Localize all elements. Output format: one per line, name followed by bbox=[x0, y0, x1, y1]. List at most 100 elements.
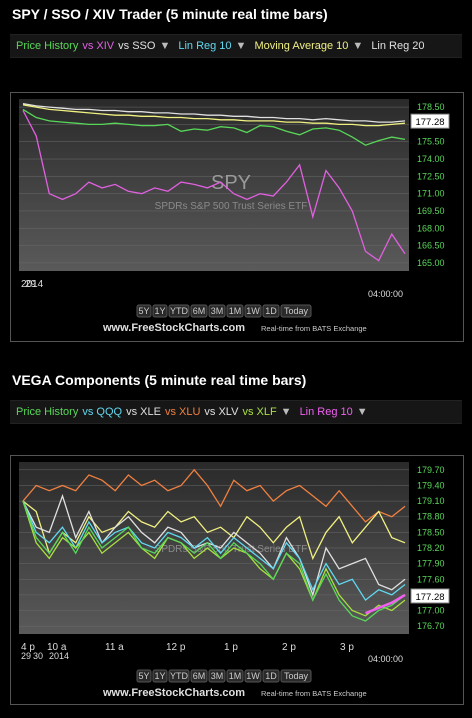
x-sub-label: 2014 bbox=[49, 651, 69, 661]
legend-item[interactable]: vs XLE bbox=[126, 406, 161, 418]
legend-item[interactable]: vs QQQ bbox=[82, 406, 123, 418]
timeframe-label[interactable]: 1W bbox=[246, 306, 260, 316]
timeframe-label[interactable]: YTD bbox=[170, 671, 189, 681]
timeframe-button-1m[interactable]: 1M bbox=[226, 669, 244, 683]
x-tick-label: 29 bbox=[25, 279, 37, 290]
last-price-label: 177.28 bbox=[415, 117, 444, 128]
timeframe-button-today[interactable]: Today bbox=[280, 304, 312, 318]
timeframe-label[interactable]: 6M bbox=[193, 306, 206, 316]
x-tick-label: 11 a bbox=[105, 642, 124, 653]
watermark-symbol: SPY bbox=[211, 172, 251, 194]
timeframe-button-1m[interactable]: 1M bbox=[226, 304, 244, 318]
legend-item[interactable]: vs XLV bbox=[204, 406, 239, 418]
y-tick-label: 166.50 bbox=[417, 241, 445, 251]
y-tick-label: 178.20 bbox=[417, 543, 445, 553]
series-line-spy[interactable] bbox=[22, 108, 406, 146]
x-tick-label: 3 p bbox=[340, 642, 354, 653]
timeframe-button-1d[interactable]: 1D bbox=[262, 304, 280, 318]
legend-item[interactable]: vs XIV bbox=[82, 40, 115, 52]
chart1-svg[interactable]: 178.50177.00175.50174.00172.50171.00169.… bbox=[11, 93, 463, 341]
timeframe-button-1y[interactable]: 1Y bbox=[152, 304, 168, 318]
legend-item[interactable]: vs SSO bbox=[118, 40, 156, 52]
footer-note: Real-time from BATS Exchange bbox=[261, 689, 367, 698]
series-line-xlu[interactable] bbox=[22, 468, 406, 523]
chart1-title: SPY / SSO / XIV Trader (5 minute real ti… bbox=[12, 6, 328, 22]
legend-dropdown-icon[interactable]: ▼ bbox=[235, 40, 247, 52]
timeframe-button-ytd[interactable]: YTD bbox=[168, 669, 190, 683]
x-tick-label: 2014 bbox=[21, 279, 44, 290]
chart2-legend[interactable]: Price History vs QQQ vs XLE vs XLU vs XLV vs … bbox=[10, 400, 462, 424]
legend-item[interactable]: Price History bbox=[16, 406, 79, 418]
timeframe-button-3m[interactable]: 3M bbox=[208, 669, 226, 683]
timeframe-button-3m[interactable]: 3M bbox=[208, 304, 226, 318]
x-tick-label: 1 p bbox=[224, 642, 238, 653]
y-tick-label: 177.60 bbox=[417, 574, 445, 584]
series-line-xlv[interactable] bbox=[22, 500, 406, 561]
timeframe-button-5y[interactable]: 5Y bbox=[136, 669, 152, 683]
legend-dropdown-icon[interactable]: ▼ bbox=[280, 406, 292, 418]
series-line-xlf[interactable] bbox=[22, 500, 406, 617]
timeframe-label[interactable]: 1Y bbox=[154, 306, 165, 316]
timeframe-button-1d[interactable]: 1D bbox=[262, 669, 280, 683]
y-tick-label: 177.90 bbox=[417, 559, 445, 569]
timeframe-button-ytd[interactable]: YTD bbox=[168, 304, 190, 318]
timeframe-button-1w[interactable]: 1W bbox=[244, 669, 262, 683]
series-line-sso[interactable] bbox=[22, 102, 406, 123]
x-tick-label: 2 p bbox=[282, 642, 296, 653]
chart1-legend[interactable]: Price History vs XIV vs SSO ▼ Lin Reg 10 ▼ Mov… bbox=[10, 34, 462, 58]
timeframe-button-today[interactable]: Today bbox=[280, 669, 312, 683]
timeframe-button-6m[interactable]: 6M bbox=[190, 669, 208, 683]
legend-item[interactable]: Lin Reg 10 bbox=[178, 40, 232, 52]
y-tick-label: 177.00 bbox=[417, 606, 445, 616]
timeframe-button-1y[interactable]: 1Y bbox=[152, 669, 168, 683]
timeframe-label[interactable]: 5Y bbox=[138, 306, 149, 316]
series-line-qqq[interactable] bbox=[22, 500, 406, 602]
timeframe-label[interactable]: 1D bbox=[265, 306, 277, 316]
legend-item[interactable]: Lin Reg 20 bbox=[371, 40, 425, 52]
y-tick-label: 178.50 bbox=[417, 527, 445, 537]
timeframe-label[interactable]: YTD bbox=[170, 306, 189, 316]
time-label: 04:00:00 bbox=[368, 289, 403, 299]
series-line-moving-average-10[interactable] bbox=[22, 104, 406, 127]
y-tick-label: 171.00 bbox=[417, 189, 445, 199]
footer-site[interactable]: www.FreeStockCharts.com bbox=[102, 322, 245, 334]
chart1-panel[interactable]: 178.50177.00175.50174.00172.50171.00169.… bbox=[10, 92, 464, 342]
last-price-badge bbox=[410, 588, 450, 604]
series-line-xiv[interactable] bbox=[22, 110, 406, 262]
legend-item[interactable]: Lin Reg 10 bbox=[299, 406, 353, 418]
chart2-legend-items[interactable]: Price History vs QQQ vs XLE vs XLU vs XLV vs … bbox=[10, 401, 376, 423]
timeframe-label[interactable]: 3M bbox=[211, 306, 224, 316]
timeframe-label[interactable]: 5Y bbox=[138, 671, 149, 681]
timeframe-button-5y[interactable]: 5Y bbox=[136, 304, 152, 318]
chart2-panel[interactable]: 179.70 179.40 179.10 178.80 178.50 178.20 177.… bbox=[10, 455, 464, 705]
timeframe-label[interactable]: 1M bbox=[229, 671, 242, 681]
legend-item[interactable]: Price History bbox=[16, 40, 79, 52]
timeframe-label[interactable]: 1W bbox=[246, 671, 260, 681]
legend-item[interactable]: vs XLF bbox=[242, 406, 277, 418]
timeframe-label[interactable]: Today bbox=[284, 306, 309, 316]
timeframe-label[interactable]: 1Y bbox=[154, 671, 165, 681]
timeframe-label[interactable]: 3M bbox=[211, 671, 224, 681]
legend-item[interactable]: Moving Average 10 bbox=[254, 40, 349, 52]
chart2-svg[interactable]: 179.70 179.40 179.10 178.80 178.50 178.20 177.… bbox=[11, 456, 463, 704]
y-tick-label: 165.00 bbox=[417, 258, 445, 268]
timeframe-button-1w[interactable]: 1W bbox=[244, 304, 262, 318]
legend-dropdown-icon[interactable]: ▼ bbox=[159, 40, 171, 52]
legend-dropdown-icon[interactable]: ▼ bbox=[356, 406, 368, 418]
x-tick-label: 10 a bbox=[47, 642, 67, 653]
x-tick-label: 12 p bbox=[166, 642, 186, 653]
chart1-legend-items[interactable]: Price History vs XIV vs SSO ▼ Lin Reg 10 ▼ Mov… bbox=[10, 35, 429, 57]
timeframe-label[interactable]: Today bbox=[284, 671, 309, 681]
timeframe-label[interactable]: 6M bbox=[193, 671, 206, 681]
series-line-lin-reg-10[interactable] bbox=[365, 593, 406, 615]
time-label: 04:00:00 bbox=[368, 654, 403, 664]
series-line-spy[interactable] bbox=[22, 500, 406, 622]
legend-item[interactable]: vs XLU bbox=[164, 406, 201, 418]
legend-dropdown-icon[interactable]: ▼ bbox=[352, 40, 364, 52]
timeframe-label[interactable]: 1D bbox=[265, 671, 277, 681]
footer-site[interactable]: www.FreeStockCharts.com bbox=[102, 687, 245, 699]
last-price-badge bbox=[410, 113, 450, 129]
timeframe-button-6m[interactable]: 6M bbox=[190, 304, 208, 318]
watermark-name: SPDRs S&P 500 Trust Series ETF bbox=[155, 201, 308, 212]
timeframe-label[interactable]: 1M bbox=[229, 306, 242, 316]
